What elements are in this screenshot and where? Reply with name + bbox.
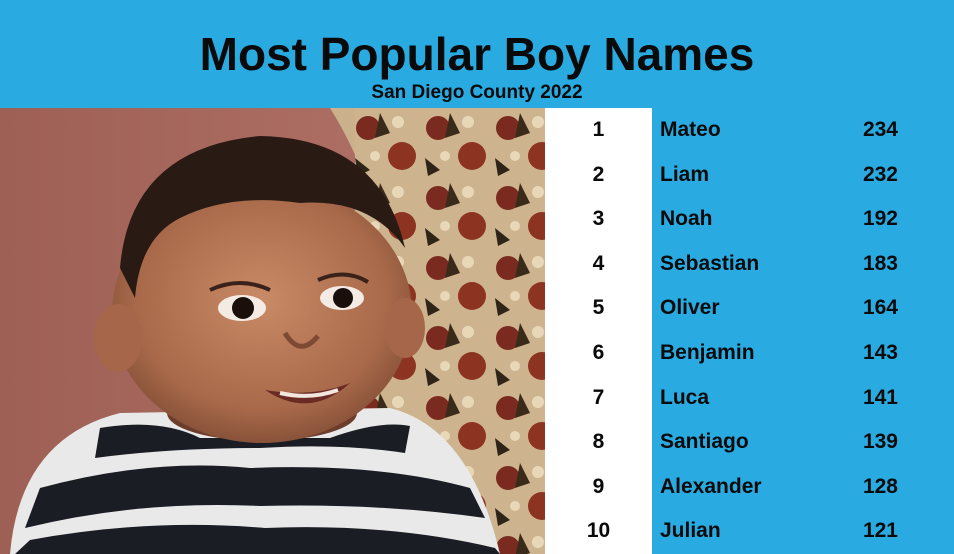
- name-cell: Santiago: [660, 430, 749, 454]
- name-cell: Oliver: [660, 296, 720, 320]
- chart-subtitle: San Diego County 2022: [371, 82, 583, 103]
- table-row: 5 Oliver 164: [545, 286, 954, 331]
- table-row: 7 Luca 141: [545, 376, 954, 421]
- rank-cell: 4: [592, 251, 605, 275]
- count-cell: 232: [862, 162, 898, 186]
- table-row: 3 Noah 192: [545, 197, 954, 242]
- baby-photo-illustration: [0, 108, 545, 554]
- rank-cell: 2: [592, 162, 605, 186]
- name-cell: Benjamin: [660, 341, 755, 364]
- rank-cell: 6: [592, 341, 605, 364]
- name-cell: Alexander: [660, 474, 762, 498]
- name-cell: Mateo: [660, 118, 721, 141]
- rank-cell: 9: [592, 474, 605, 498]
- baby-photo: [0, 108, 545, 554]
- table-row: 2 Liam 232: [545, 153, 954, 198]
- count-cell: 143: [862, 341, 898, 364]
- count-cell: 234: [862, 118, 898, 141]
- name-cell: Julian: [660, 519, 721, 543]
- name-cell: Sebastian: [660, 251, 760, 275]
- rank-cell: 7: [592, 385, 605, 409]
- count-cell: 164: [862, 296, 898, 320]
- name-cell: Luca: [660, 385, 710, 409]
- names-table: 1 Mateo 234 2 Liam 232 3 Noah 192 4 Sebastian 183 5 O…: [545, 108, 954, 554]
- count-cell: 139: [862, 430, 898, 454]
- table-row: 1 Mateo 234: [545, 108, 954, 153]
- count-cell: 128: [862, 474, 898, 498]
- table-row: 8 Santiago 139: [545, 420, 954, 465]
- table-row: 4 Sebastian 183: [545, 242, 954, 287]
- rank-cell: 3: [592, 207, 605, 231]
- chart-title: Most Popular Boy Names: [199, 28, 755, 80]
- count-cell: 192: [862, 207, 898, 231]
- rank-cell: 5: [592, 296, 605, 320]
- name-cell: Noah: [660, 207, 713, 231]
- count-cell: 141: [862, 385, 898, 409]
- rank-cell: 1: [592, 118, 605, 141]
- rank-cell: 10: [586, 519, 611, 543]
- rank-cell: 8: [592, 430, 605, 454]
- table-row: 10 Julian 121: [545, 509, 954, 554]
- count-cell: 183: [862, 251, 898, 275]
- table-row: 9 Alexander 128: [545, 465, 954, 510]
- name-cell: Liam: [660, 162, 710, 186]
- count-cell: 121: [862, 519, 898, 543]
- table-row: 6 Benjamin 143: [545, 331, 954, 376]
- rank-column-background: [545, 108, 652, 554]
